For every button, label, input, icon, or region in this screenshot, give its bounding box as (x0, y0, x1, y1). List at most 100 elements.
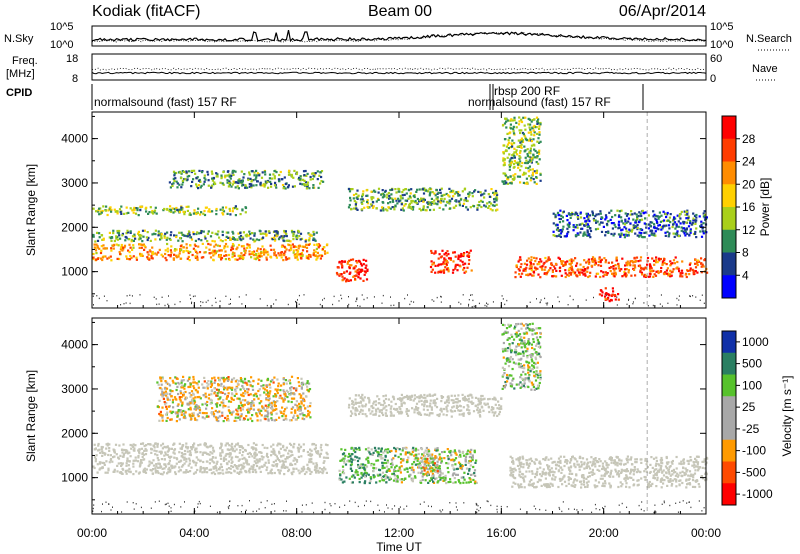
velocity-y-axis: 1000 2000 3000 4000 (61, 321, 706, 501)
velocity-band-1 (509, 455, 709, 489)
colorbar-tick-label: 100 (742, 378, 762, 392)
cpid-segment-2: rbsp 200 RF (494, 84, 560, 98)
beam-title: Beam 00 (368, 3, 432, 20)
velocity-noise (92, 500, 705, 514)
power-band-10 (552, 209, 708, 239)
x-tick-label: 16:00 (486, 526, 516, 540)
colorbar-swatch (722, 331, 736, 354)
nsky-label: N.Sky (4, 33, 34, 45)
velocity-band-0 (92, 442, 330, 476)
freq-trace (91, 71, 707, 75)
power-band-8 (598, 287, 620, 303)
nsearch-tick-bottom: 10^0 (710, 39, 734, 51)
colorbar-swatch (722, 252, 736, 276)
velocity-band-3 (338, 446, 389, 485)
y-tick-label: 4000 (61, 132, 88, 146)
velocity-band-6 (501, 322, 542, 391)
colorbar-swatch (722, 374, 736, 397)
power-noise (92, 294, 705, 308)
nsearch-tick-top: 10^5 (710, 21, 734, 33)
x-tick-label: 20:00 (589, 526, 619, 540)
nave-tick-bottom: 0 (710, 73, 716, 85)
nsky-tick-bottom: 10^0 (50, 39, 74, 51)
cpid-segment-1: normalsound (fast) 157 RF (94, 95, 237, 109)
cpid-panel: CPID normalsound (fast) 157 RF rbsp 200 … (6, 84, 644, 110)
y-tick-label: 3000 (61, 382, 88, 396)
power-band-1 (92, 229, 318, 243)
colorbar-swatch (722, 138, 736, 162)
colorbar-tick-label: 16 (742, 200, 756, 214)
colorbar-tick-label: -1000 (742, 487, 773, 501)
nave-tick-top: 60 (710, 53, 722, 65)
velocity-band-2 (347, 393, 503, 418)
colorbar-swatch (722, 483, 736, 506)
y-tick-label: 3000 (61, 176, 88, 190)
velocity-colorbar-title: Velocity [m s⁻¹] (780, 375, 794, 456)
power-ylabel: Slant Range [km] (24, 164, 38, 256)
nsearch-trace (91, 31, 707, 43)
colorbar-tick-label: 20 (742, 177, 756, 191)
x-tick-label: 04:00 (179, 526, 209, 540)
time-x-axis: 00:00 04:00 08:00 12:00 16:00 20:00 00:00 (77, 112, 721, 540)
colorbar-tick-label: 1000 (742, 335, 769, 349)
nsky-panel: N.Sky 10^5 10^0 10^5 10^0 N.Search (4, 21, 792, 51)
x-tick-label: 00:00 (691, 526, 721, 540)
colorbar-swatch (722, 161, 736, 185)
colorbar-swatch (722, 461, 736, 484)
y-tick-label: 2000 (61, 426, 88, 440)
colorbar-tick-label: 25 (742, 400, 756, 414)
colorbar-tick-label: 500 (742, 357, 762, 371)
y-tick-label: 1000 (61, 265, 88, 279)
power-band-3 (168, 169, 325, 190)
colorbar-tick-label: -100 (742, 444, 766, 458)
power-band-7 (514, 256, 709, 279)
nsky-tick-top: 10^5 (50, 21, 74, 33)
y-tick-label: 1000 (61, 471, 88, 485)
colorbar-tick-label: -500 (742, 465, 766, 479)
date-title: 06/Apr/2014 (619, 3, 706, 20)
nave-label: Nave (752, 63, 778, 75)
freq-tick-bottom: 8 (72, 73, 78, 85)
cpid-label: CPID (6, 87, 32, 99)
power-band-9 (501, 116, 542, 185)
x-tick-label: 00:00 (77, 526, 107, 540)
colorbar-swatch (722, 439, 736, 462)
freq-label-line2: [MHz] (6, 68, 35, 80)
x-tick-label: 08:00 (282, 526, 312, 540)
velocity-plot-area (92, 318, 709, 514)
power-panel: 1000 2000 3000 4000 Slant Range [km] (24, 111, 709, 309)
power-band-5 (429, 249, 473, 274)
colorbar-swatch (722, 275, 736, 299)
colorbar-swatch (722, 418, 736, 441)
colorbar-tick-label: -25 (742, 422, 760, 436)
y-tick-label: 2000 (61, 220, 88, 234)
cpid-segment-3: normalsound (fast) 157 RF (468, 95, 611, 109)
velocity-colorbar: 1000 500 100 25 -25 -100 -500 -1000 (721, 330, 773, 506)
power-band-0 (92, 242, 329, 262)
colorbar-swatch (722, 116, 736, 140)
x-tick-label: 12:00 (384, 526, 414, 540)
freq-tick-top: 18 (66, 53, 78, 65)
station-title: Kodiak (fitACF) (92, 3, 200, 20)
colorbar-swatch (722, 396, 736, 419)
nsearch-label: N.Search (746, 33, 792, 45)
y-tick-label: 4000 (61, 338, 88, 352)
power-band-6 (347, 187, 499, 212)
colorbar-swatch (722, 352, 736, 375)
power-plot-area (92, 112, 709, 308)
nsky-trace (91, 29, 707, 43)
colorbar-tick-label: 12 (742, 223, 756, 237)
colorbar-swatch (722, 207, 736, 231)
colorbar-tick-label: 28 (742, 132, 756, 146)
velocity-ylabel: Slant Range [km] (24, 370, 38, 462)
velocity-band-5 (419, 451, 442, 476)
nave-trace (91, 67, 707, 71)
freq-panel: Freq. [MHz] 18 8 60 0 Nave (6, 53, 778, 85)
colorbar-tick-label: 4 (742, 268, 749, 282)
power-band-4 (335, 258, 369, 283)
colorbar-swatch (722, 229, 736, 253)
power-y-axis: 1000 2000 3000 4000 (61, 115, 706, 295)
power-colorbar: 28 24 20 16 12 8 4 (721, 115, 756, 299)
colorbar-tick-label: 24 (742, 155, 756, 169)
